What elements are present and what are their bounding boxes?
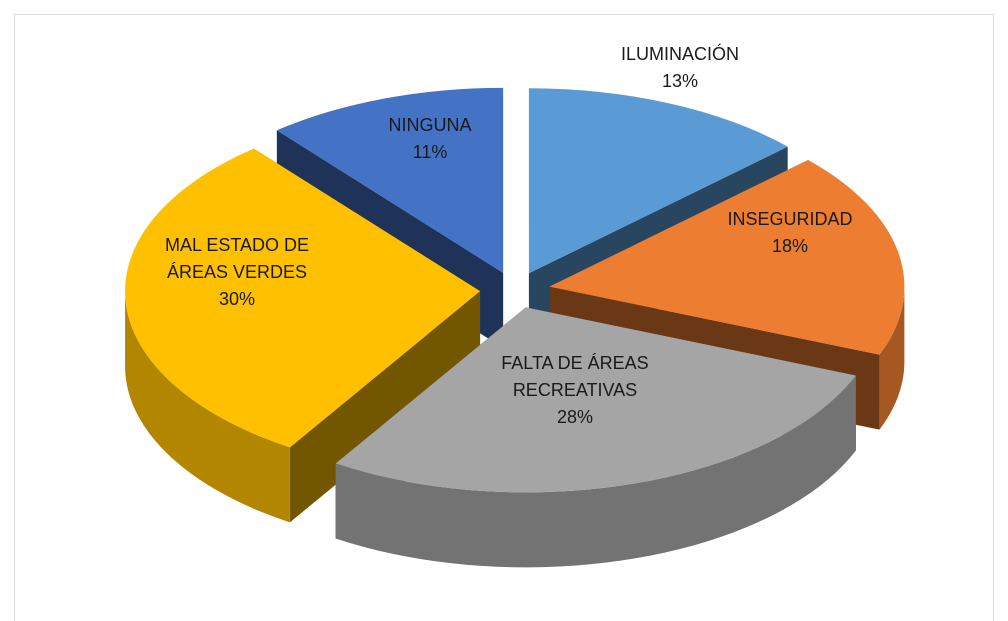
slice [276,87,504,273]
slice [125,148,481,448]
category-label: ILUMINACIÓN [620,44,739,64]
value-label: 28% [556,407,594,427]
slice [335,307,856,493]
slice-label: NINGUNA 11% [360,112,500,166]
category-label: NINGUNA [388,115,472,135]
slice-side [879,286,905,430]
slice-label: FALTA DE ÁREAS RECREATIVAS 28% [485,350,665,431]
slice [549,159,905,355]
category-label: MAL ESTADO DE ÁREAS VERDES [164,235,310,282]
slice-label: MAL ESTADO DE ÁREAS VERDES 30% [132,232,342,313]
value-label: 18% [771,236,809,256]
value-label: 11% [412,142,448,162]
value-label: 13% [661,71,699,91]
slice [528,88,788,274]
category-label: INSEGURIDAD [727,209,853,229]
value-label: 30% [218,289,256,309]
slice-side [125,291,290,523]
chart-border [14,14,994,621]
slice-label: ILUMINACIÓN 13% [590,41,770,95]
slice-label: INSEGURIDAD 18% [700,206,880,260]
slice-side [335,375,856,568]
category-label: FALTA DE ÁREAS RECREATIVAS [501,353,649,400]
